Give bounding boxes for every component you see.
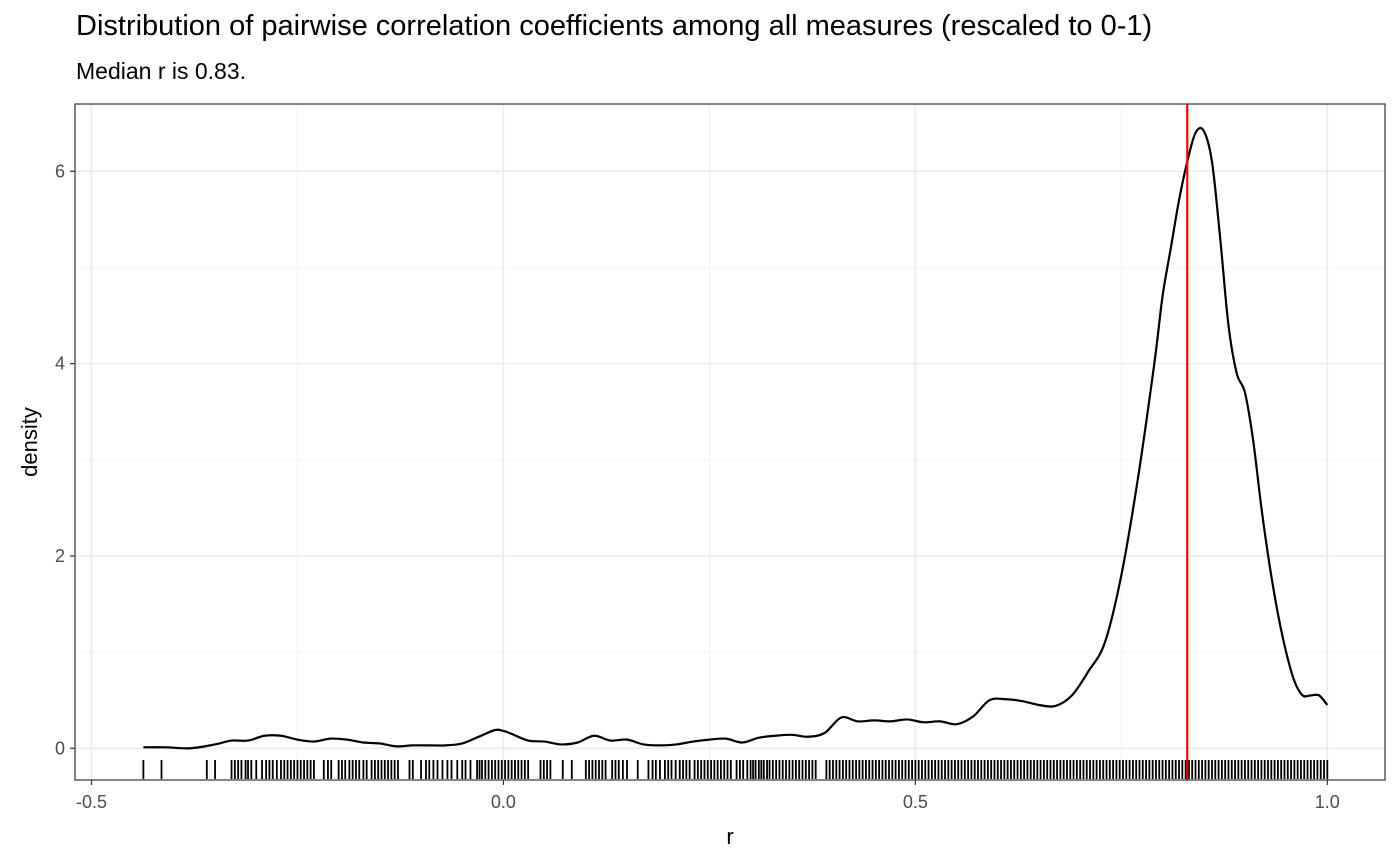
- y-tick-label: 2: [55, 546, 65, 566]
- y-axis-title: density: [17, 407, 42, 477]
- y-tick-label: 4: [55, 354, 65, 374]
- x-tick-label: 1.0: [1315, 792, 1340, 812]
- x-tick-label: 0.5: [903, 792, 928, 812]
- plot-background: [75, 104, 1385, 780]
- x-tick-label: -0.5: [76, 792, 107, 812]
- rug-marks: [142, 760, 1329, 779]
- density-curve: [143, 126, 1329, 750]
- x-axis-ticks: -0.5 0.0 0.5 1.0: [76, 780, 1340, 812]
- chart-title: Distribution of pairwise correlation coe…: [76, 10, 1153, 42]
- chart-subtitle: Median r is 0.83.: [76, 58, 247, 84]
- plot-border: [74, 103, 1386, 781]
- y-tick-label: 0: [55, 738, 65, 758]
- x-axis-title: r: [726, 824, 733, 849]
- y-axis-ticks: 0 2 4 6: [55, 161, 75, 758]
- major-grid: [75, 104, 1385, 780]
- x-tick-label: 0.0: [491, 792, 516, 812]
- y-tick-label: 6: [55, 161, 65, 181]
